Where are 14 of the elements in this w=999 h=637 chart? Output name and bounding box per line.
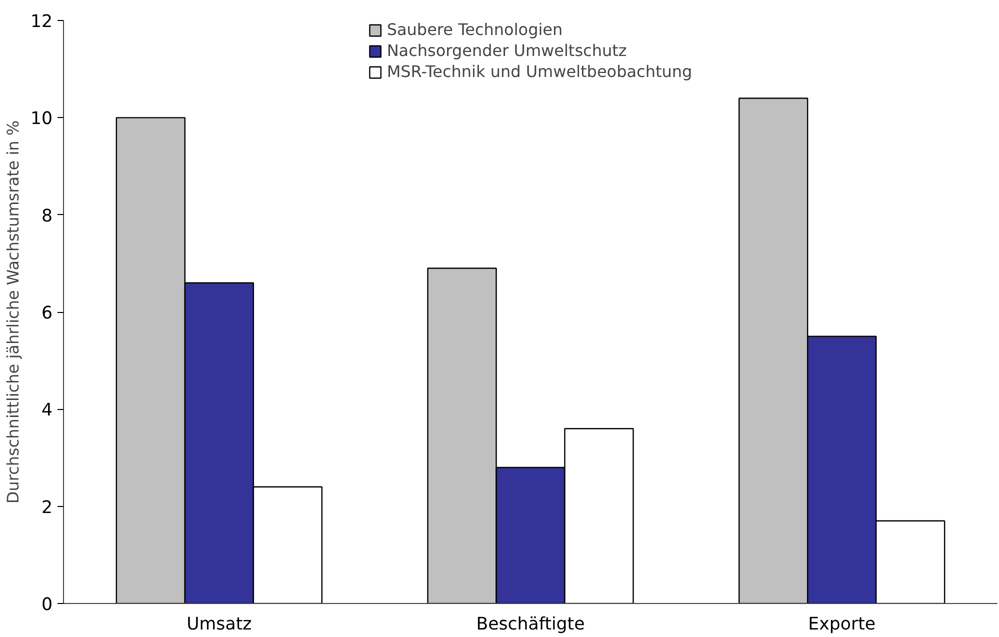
legend-label: MSR-Technik und Umweltbeobachtung	[386, 62, 692, 81]
legend-label: Nachsorgender Umweltschutz	[386, 41, 627, 60]
x-tick-label: Beschäftigte	[476, 614, 585, 634]
y-tick-label: 12	[30, 12, 53, 32]
y-tick-label: 0	[41, 595, 53, 615]
y-axis-title: Durchschnittliche jährliche Wachstumsrate in %	[3, 120, 22, 504]
y-tick-label: 10	[30, 109, 53, 130]
x-tick-label: Umsatz	[186, 614, 252, 634]
legend-label: Saubere Technologien	[386, 20, 563, 39]
y-tick-label: 8	[41, 206, 53, 226]
x-tick-label: Exporte	[808, 614, 876, 634]
y-tick-label: 6	[41, 304, 53, 324]
y-tick-label: 2	[41, 498, 53, 518]
y-tick-label: 4	[41, 400, 53, 421]
